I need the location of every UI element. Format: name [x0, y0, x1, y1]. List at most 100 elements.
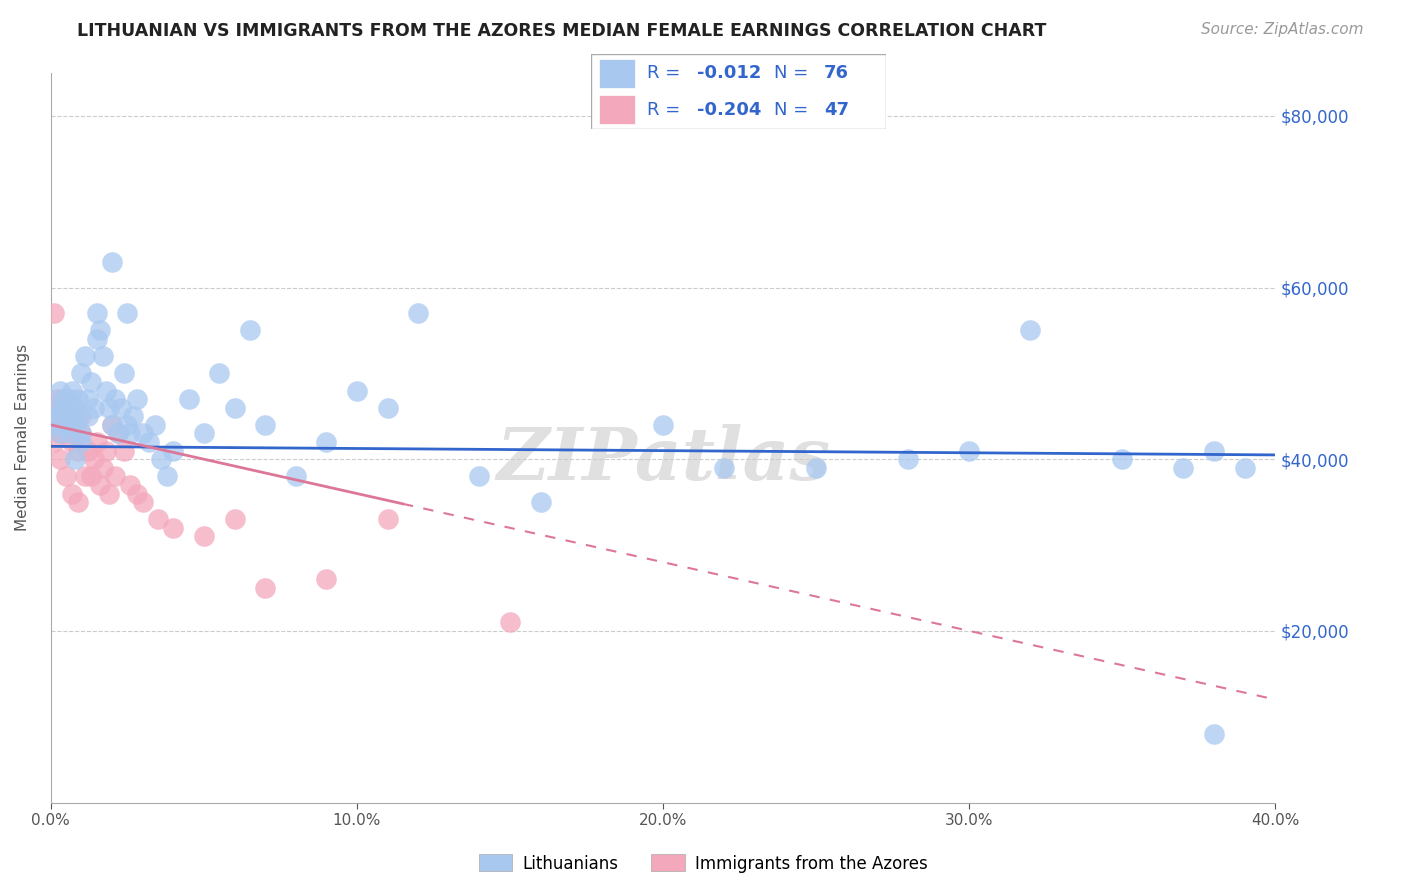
Text: R =: R =: [647, 101, 686, 119]
Point: [652, 417, 675, 432]
Point: [70, 409, 93, 424]
Point: [91, 460, 114, 475]
Point: [83, 401, 105, 415]
Point: [79, 469, 101, 483]
Point: [52, 409, 75, 424]
Point: [315, 573, 337, 587]
Bar: [599, 59, 636, 87]
Point: [94, 443, 117, 458]
Point: [70, 367, 93, 381]
Point: [377, 401, 399, 415]
Point: [110, 401, 132, 415]
Point: [254, 581, 277, 595]
Point: [315, 435, 337, 450]
Point: [89, 478, 111, 492]
Text: ZIPatlas: ZIPatlas: [496, 424, 830, 495]
Point: [65, 401, 87, 415]
Point: [254, 417, 277, 432]
Point: [49, 426, 72, 441]
Point: [284, 469, 307, 483]
Point: [46, 409, 69, 424]
Point: [70, 426, 93, 441]
Point: [76, 409, 98, 424]
Point: [239, 323, 262, 337]
Point: [58, 392, 80, 406]
Point: [120, 478, 142, 492]
Point: [138, 435, 160, 450]
Point: [107, 426, 129, 441]
Point: [73, 349, 96, 363]
Point: [101, 417, 124, 432]
Point: [101, 417, 124, 432]
Point: [49, 384, 72, 398]
Point: [55, 469, 77, 483]
Point: [86, 435, 108, 450]
Point: [49, 452, 72, 467]
Point: [193, 426, 215, 441]
Point: [112, 367, 135, 381]
Point: [58, 401, 80, 415]
Point: [125, 392, 148, 406]
Text: N =: N =: [773, 101, 814, 119]
Point: [67, 409, 90, 424]
Point: [146, 512, 169, 526]
Point: [162, 443, 184, 458]
Point: [499, 615, 522, 630]
Point: [91, 349, 114, 363]
Point: [1173, 460, 1195, 475]
Legend: Lithuanians, Immigrants from the Azores: Lithuanians, Immigrants from the Azores: [472, 847, 934, 880]
Point: [67, 495, 90, 509]
Point: [58, 426, 80, 441]
Point: [60, 409, 83, 424]
Point: [1204, 727, 1226, 741]
Point: [55, 426, 77, 441]
Point: [143, 417, 166, 432]
Point: [83, 452, 105, 467]
Point: [1019, 323, 1042, 337]
Y-axis label: Median Female Earnings: Median Female Earnings: [15, 344, 30, 532]
Point: [52, 401, 75, 415]
Point: [530, 495, 553, 509]
Point: [224, 401, 246, 415]
Point: [52, 392, 75, 406]
Point: [468, 469, 491, 483]
Point: [46, 392, 69, 406]
Point: [224, 512, 246, 526]
Point: [150, 452, 173, 467]
Point: [67, 443, 90, 458]
Point: [49, 401, 72, 415]
Point: [117, 417, 139, 432]
Point: [65, 401, 87, 415]
Bar: [599, 95, 636, 124]
Point: [94, 384, 117, 398]
Point: [58, 392, 80, 406]
Point: [104, 469, 127, 483]
Point: [55, 401, 77, 415]
Text: -0.012: -0.012: [697, 64, 761, 82]
Point: [98, 486, 121, 500]
Point: [713, 460, 735, 475]
Point: [60, 435, 83, 450]
Point: [131, 426, 153, 441]
Point: [101, 255, 124, 269]
Point: [76, 392, 98, 406]
Point: [60, 409, 83, 424]
Point: [957, 443, 980, 458]
Point: [377, 512, 399, 526]
Point: [60, 384, 83, 398]
Point: [65, 417, 87, 432]
Point: [346, 384, 368, 398]
Point: [89, 323, 111, 337]
Point: [1233, 460, 1256, 475]
Point: [46, 417, 69, 432]
Text: -0.204: -0.204: [697, 101, 761, 119]
Point: [804, 460, 827, 475]
Point: [55, 409, 77, 424]
Point: [112, 443, 135, 458]
Point: [86, 332, 108, 346]
Point: [406, 306, 429, 320]
Point: [70, 426, 93, 441]
Point: [67, 392, 90, 406]
Point: [46, 417, 69, 432]
Point: [122, 409, 145, 424]
